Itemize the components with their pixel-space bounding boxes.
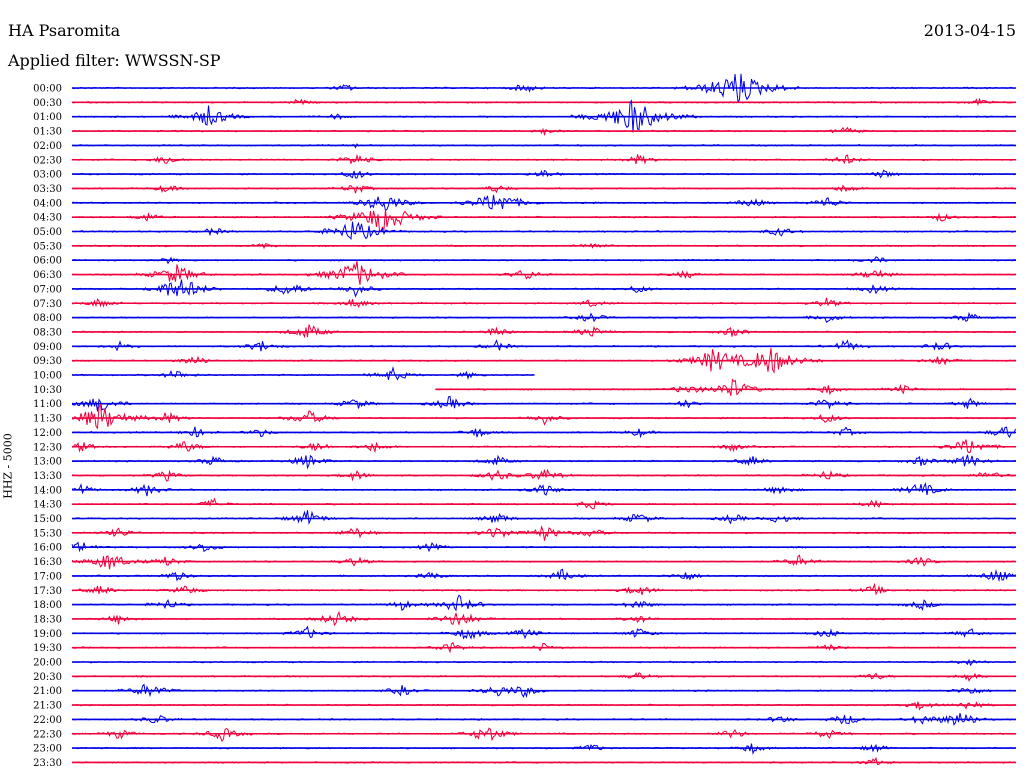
row-time-label: 01:30: [33, 127, 62, 138]
row-time-label: 15:00: [33, 514, 62, 525]
row-time-label: 11:00: [33, 399, 62, 410]
row-time-label: 08:00: [33, 313, 62, 324]
row-time-label: 13:30: [33, 471, 62, 482]
row-time-label: 12:00: [33, 428, 62, 439]
row-time-label: 14:30: [33, 500, 62, 511]
trace-row-0730: [72, 297, 1016, 308]
trace-row-2330: [72, 756, 1016, 765]
filter-label: Applied filter: WWSSN-SP: [8, 51, 221, 70]
row-time-label: 09:00: [33, 342, 62, 353]
row-time-label: 00:30: [33, 98, 62, 109]
row-time-label: 08:30: [33, 327, 62, 338]
row-time-label: 19:30: [33, 643, 62, 654]
row-time-label: 12:30: [33, 442, 62, 453]
row-time-label: 04:30: [33, 213, 62, 224]
row-time-label: 17:00: [33, 571, 62, 582]
trace-row-0500: [72, 221, 1016, 240]
row-time-label: 11:30: [33, 414, 62, 425]
row-time-label: 18:30: [33, 614, 62, 625]
row-time-label: 21:00: [33, 686, 62, 697]
trace-row-0430: [71, 209, 1016, 232]
row-time-label: 03:30: [33, 184, 62, 195]
row-time-label: 21:30: [33, 701, 62, 712]
row-time-label: 02:00: [33, 141, 62, 152]
date-label: 2013-04-15: [923, 21, 1016, 40]
row-time-label: 17:30: [33, 586, 62, 597]
trace-row-1700: [71, 568, 1016, 583]
row-time-label: 23:00: [33, 744, 62, 755]
row-time-label: 20:30: [33, 672, 62, 683]
row-time-label: 09:30: [33, 356, 62, 367]
row-time-label: 06:30: [33, 270, 62, 281]
row-time-label: 00:00: [33, 84, 62, 95]
trace-row-0700: [71, 279, 1016, 298]
row-time-label: 22:00: [33, 715, 62, 726]
row-time-label: 06:00: [33, 256, 62, 267]
trace-row-0330: [71, 184, 1016, 194]
row-time-label: 13:00: [33, 457, 62, 468]
trace-row-1130: [71, 403, 1016, 430]
row-time-label: 22:30: [33, 729, 62, 740]
row-time-label: 16:30: [33, 557, 62, 568]
trace-row-2230: [71, 727, 1016, 743]
row-time-label: 05:30: [33, 241, 62, 252]
trace-row-1500: [71, 510, 1016, 525]
trace-row-0630: [71, 261, 1016, 285]
row-time-label: 07:30: [33, 299, 62, 310]
row-time-label: 18:00: [33, 600, 62, 611]
row-time-label: 10:00: [33, 371, 62, 382]
row-time-label: 02:30: [33, 155, 62, 166]
row-time-label: 23:30: [33, 758, 62, 769]
row-time-label: 15:30: [33, 528, 62, 539]
station-title: HA Psaromita: [8, 21, 121, 40]
row-time-label: 14:00: [33, 485, 62, 496]
row-time-label: 05:00: [33, 227, 62, 238]
trace-row-1530: [71, 524, 1016, 541]
row-time-label: 20:00: [33, 658, 62, 669]
trace-row-1030: [435, 378, 1016, 397]
row-time-label: 01:00: [33, 112, 62, 123]
row-time-label: 03:00: [33, 170, 62, 181]
row-time-label: 19:00: [33, 629, 62, 640]
row-time-label: 07:00: [33, 284, 62, 295]
row-time-label: 16:00: [33, 543, 62, 554]
row-time-label: 10:30: [33, 385, 62, 396]
row-time-label: 04:00: [33, 198, 62, 209]
trace-row-0830: [71, 324, 1016, 339]
trace-row-1800: [71, 594, 1016, 612]
trace-row-1000: [71, 365, 535, 381]
